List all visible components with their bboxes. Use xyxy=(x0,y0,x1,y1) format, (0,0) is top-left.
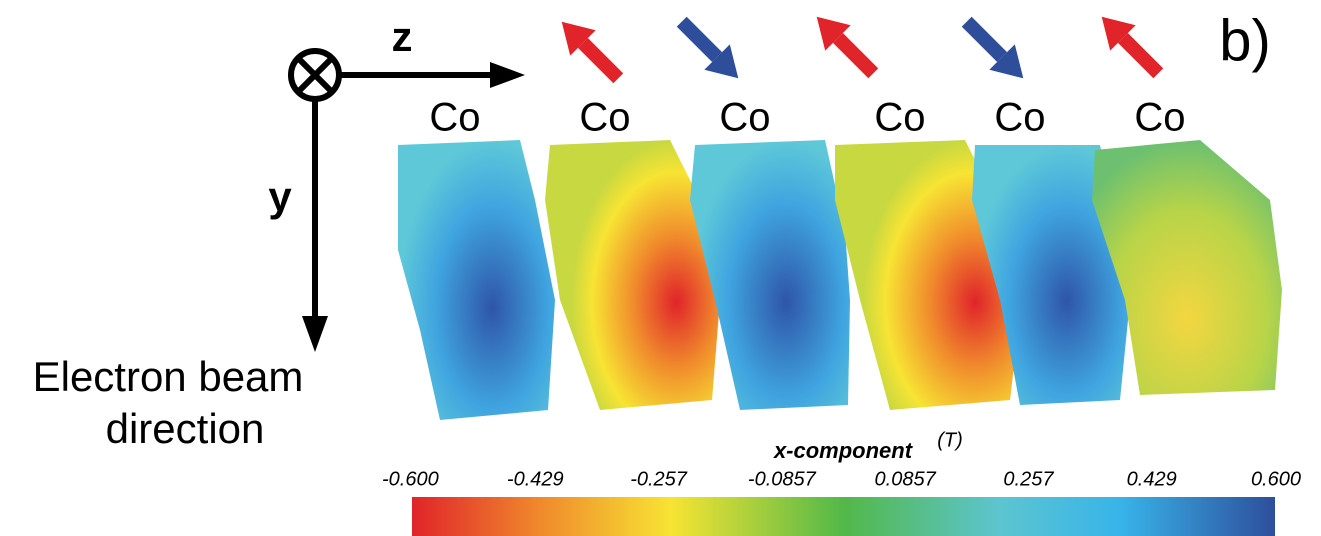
colorbar-unit: (T) xyxy=(937,429,963,451)
layer-labels: Co Co Co Co Co Co xyxy=(429,96,1185,140)
colorbar-tick-label: -0.429 xyxy=(507,468,564,490)
layer-map xyxy=(972,145,1130,405)
colorbar-tick-label: 0.429 xyxy=(1127,468,1177,490)
arrow-blue xyxy=(676,16,739,79)
beam-label: direction xyxy=(106,405,265,452)
cross xyxy=(295,55,335,95)
colorbar-tick-label: -0.600 xyxy=(382,468,439,490)
colorbar-tick-label: 0.257 xyxy=(1003,468,1054,490)
colorbar-tick-label: -0.257 xyxy=(630,468,688,490)
spin-arrows xyxy=(561,16,1164,84)
layer-map xyxy=(690,140,850,410)
layers xyxy=(398,140,1282,420)
y-label: y xyxy=(268,173,292,220)
layer-map xyxy=(1092,140,1282,395)
layer-label: Co xyxy=(429,96,480,140)
layer-map xyxy=(398,140,555,420)
colorbar-ticks: -0.600 -0.429 -0.257 -0.0857 0.0857 0.257 0.42… xyxy=(382,468,1301,490)
beam-label: Electron beam xyxy=(33,353,304,400)
colorbar-tick-label: 0.600 xyxy=(1251,468,1301,490)
arrow-red xyxy=(561,21,624,84)
panel-label: b) xyxy=(1219,8,1271,73)
z-label: z xyxy=(392,13,413,60)
colorbar xyxy=(412,497,1275,536)
arrow-red xyxy=(816,16,879,79)
axes xyxy=(288,48,500,325)
layer-map xyxy=(545,140,720,410)
into-page-symbol xyxy=(288,48,342,102)
y-arrowhead xyxy=(302,316,328,352)
layer-label: Co xyxy=(719,96,770,140)
arrow-red xyxy=(1101,16,1164,79)
colorbar-tick-label: 0.0857 xyxy=(875,468,937,490)
z-arrowhead xyxy=(490,62,525,88)
layer-label: Co xyxy=(579,96,630,140)
arrow-blue xyxy=(961,16,1024,79)
colorbar-tick-label: -0.0857 xyxy=(748,468,817,490)
layer-label: Co xyxy=(994,96,1045,140)
layer-label: Co xyxy=(1134,96,1185,140)
colorbar-title: x-component xyxy=(773,438,914,463)
layer-label: Co xyxy=(874,96,925,140)
